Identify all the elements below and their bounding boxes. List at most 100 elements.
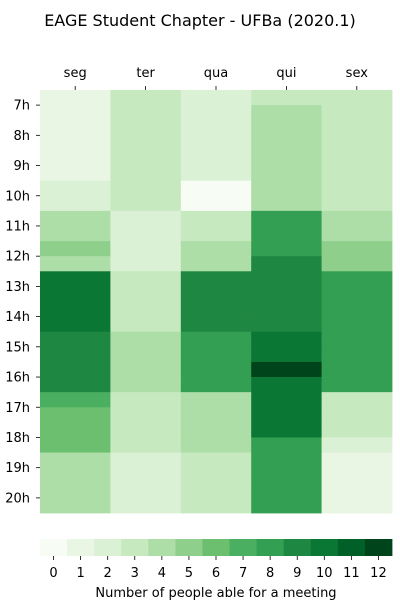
column-label: ter bbox=[136, 66, 155, 81]
heatmap-cell bbox=[322, 90, 393, 106]
heatmap-cell bbox=[181, 362, 252, 378]
colorbar-tick-label: 5 bbox=[185, 566, 193, 581]
heatmap-cell bbox=[181, 407, 252, 423]
heatmap-cell bbox=[40, 241, 111, 257]
row-label: 12h bbox=[5, 250, 30, 265]
heatmap-cell bbox=[251, 150, 322, 166]
heatmap-cell bbox=[322, 392, 393, 408]
heatmap-cell bbox=[251, 211, 322, 227]
colorbar-tick-label: 10 bbox=[316, 566, 333, 581]
heatmap-cell bbox=[322, 362, 393, 378]
colorbar-tick-label: 2 bbox=[104, 566, 112, 581]
heatmap-cell bbox=[40, 362, 111, 378]
colorbar-segment bbox=[365, 539, 392, 556]
heatmap-cell bbox=[181, 226, 252, 242]
heatmap-cell bbox=[40, 211, 111, 227]
heatmap-cell bbox=[110, 302, 181, 318]
heatmap-cell bbox=[110, 90, 181, 106]
heatmap-cell bbox=[40, 332, 111, 348]
heatmap-cell bbox=[181, 256, 252, 272]
heatmap-cell bbox=[40, 437, 111, 453]
row-labels: 7h 8h 9h 10h 11h 12h 13h 14h 15h 16h 17h 18h 19h 20h bbox=[5, 99, 40, 507]
row-label: 10h bbox=[5, 189, 30, 204]
heatmap-cell bbox=[322, 422, 393, 438]
column-labels: seg ter qua qui sex bbox=[64, 66, 369, 90]
row-label: 7h bbox=[13, 99, 30, 114]
heatmap-cell bbox=[322, 332, 393, 348]
heatmap-cell bbox=[322, 286, 393, 302]
heatmap-cell bbox=[251, 377, 322, 393]
heatmap-cell bbox=[110, 332, 181, 348]
colorbar-segment bbox=[257, 539, 284, 556]
colorbar-tick-label: 9 bbox=[293, 566, 301, 581]
heatmap-cell bbox=[322, 166, 393, 182]
heatmap-cell bbox=[181, 422, 252, 438]
heatmap-cell bbox=[251, 166, 322, 182]
heatmap-cell bbox=[40, 256, 111, 272]
colorbar-segment bbox=[284, 539, 311, 556]
column-label: qui bbox=[276, 66, 296, 81]
heatmap-cell bbox=[322, 483, 393, 499]
heatmap-cell bbox=[110, 392, 181, 408]
row-label: 13h bbox=[5, 280, 30, 295]
heatmap-cell bbox=[322, 105, 393, 121]
heatmap-cell bbox=[251, 256, 322, 272]
heatmap-cell bbox=[181, 453, 252, 469]
heatmap-cell bbox=[251, 226, 322, 242]
heatmap-cell bbox=[322, 256, 393, 272]
heatmap-cell bbox=[251, 196, 322, 212]
heatmap-cell bbox=[40, 271, 111, 287]
heatmap-cell bbox=[110, 241, 181, 257]
colorbar-tick-label: 12 bbox=[370, 566, 387, 581]
heatmap-cell bbox=[251, 181, 322, 197]
colorbar-tick-label: 3 bbox=[131, 566, 139, 581]
heatmap-cell bbox=[322, 226, 393, 242]
heatmap-cell bbox=[181, 105, 252, 121]
heatmap-cell bbox=[322, 468, 393, 484]
heatmap-cell bbox=[40, 302, 111, 318]
heatmap-cell bbox=[181, 468, 252, 484]
heatmap-cell bbox=[251, 407, 322, 423]
heatmap-cell bbox=[181, 150, 252, 166]
heatmap-cell bbox=[181, 392, 252, 408]
heatmap-cell bbox=[322, 241, 393, 257]
heatmap-cell bbox=[181, 90, 252, 106]
colorbar-segment bbox=[40, 539, 67, 556]
heatmap-cell bbox=[110, 256, 181, 272]
colorbar bbox=[40, 539, 392, 556]
row-label: 19h bbox=[5, 461, 30, 476]
heatmap-cell bbox=[110, 271, 181, 287]
colorbar-segment bbox=[175, 539, 202, 556]
heatmap-cell bbox=[110, 362, 181, 378]
heatmap-cell bbox=[322, 120, 393, 136]
heatmap-cell bbox=[251, 241, 322, 257]
colorbar-tick-label: 6 bbox=[212, 566, 220, 581]
heatmap-cell bbox=[40, 377, 111, 393]
heatmap-cell bbox=[181, 286, 252, 302]
heatmap-cell bbox=[251, 317, 322, 333]
heatmap-cell bbox=[40, 317, 111, 333]
row-label: 14h bbox=[5, 310, 30, 325]
colorbar-tick-label: 11 bbox=[343, 566, 360, 581]
heatmap-cell bbox=[110, 135, 181, 151]
heatmap-cell bbox=[322, 377, 393, 393]
heatmap-cell bbox=[40, 150, 111, 166]
heatmap-cell bbox=[40, 181, 111, 197]
heatmap-cell bbox=[110, 347, 181, 363]
colorbar-segment bbox=[67, 539, 94, 556]
heatmap-cell bbox=[322, 498, 393, 514]
heatmap-cell bbox=[251, 271, 322, 287]
heatmap-cell bbox=[110, 196, 181, 212]
row-label: 15h bbox=[5, 340, 30, 355]
heatmap-cell bbox=[110, 181, 181, 197]
heatmap-cell bbox=[40, 135, 111, 151]
heatmap-cell bbox=[251, 483, 322, 499]
heatmap-cell bbox=[110, 166, 181, 182]
heatmap-cell bbox=[322, 302, 393, 318]
heatmap-cell bbox=[110, 483, 181, 499]
heatmap-cell bbox=[251, 498, 322, 514]
heatmap-cell bbox=[181, 271, 252, 287]
heatmap-cell bbox=[181, 332, 252, 348]
heatmap-cell bbox=[251, 362, 322, 378]
column-label: sex bbox=[346, 66, 369, 81]
